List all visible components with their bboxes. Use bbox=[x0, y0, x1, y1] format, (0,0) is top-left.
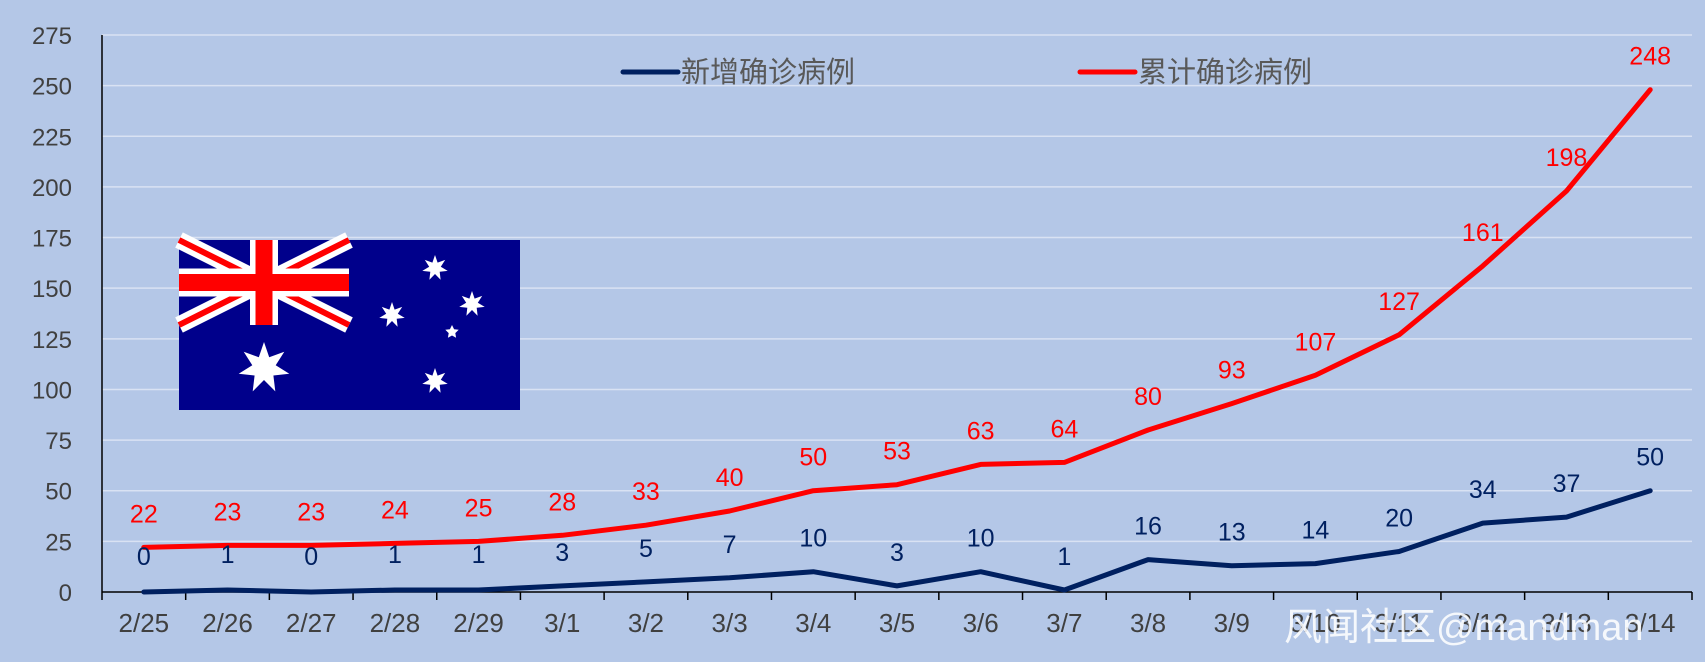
data-label-new: 0 bbox=[304, 543, 318, 571]
star-icon bbox=[379, 302, 405, 327]
data-label-new: 14 bbox=[1302, 517, 1330, 545]
data-label-cumulative: 127 bbox=[1378, 288, 1420, 316]
data-label-cumulative: 25 bbox=[465, 494, 493, 522]
data-label-cumulative: 23 bbox=[214, 498, 242, 526]
x-tick-label: 3/12 bbox=[1457, 608, 1508, 638]
data-label-cumulative: 40 bbox=[716, 464, 744, 492]
data-label-new: 1 bbox=[1057, 543, 1071, 571]
data-label-new: 20 bbox=[1385, 504, 1413, 532]
data-label-new: 3 bbox=[890, 539, 904, 567]
data-label-new: 10 bbox=[967, 525, 995, 553]
data-label-cumulative: 93 bbox=[1218, 357, 1246, 385]
data-label-cumulative: 24 bbox=[381, 496, 409, 524]
data-label-new: 7 bbox=[723, 531, 737, 559]
y-tick-label: 75 bbox=[45, 428, 72, 455]
y-tick-label: 200 bbox=[32, 175, 72, 202]
x-tick-label: 3/3 bbox=[712, 608, 748, 638]
star-icon bbox=[459, 291, 485, 316]
legend-label-2: 累计确诊病例 bbox=[1138, 56, 1312, 89]
x-tick-label: 3/5 bbox=[879, 608, 915, 638]
x-tick-label: 3/6 bbox=[963, 608, 999, 638]
y-tick-label: 0 bbox=[59, 580, 72, 607]
data-label-new: 34 bbox=[1469, 476, 1497, 504]
data-label-new: 16 bbox=[1134, 513, 1162, 541]
data-label-cumulative: 64 bbox=[1050, 415, 1078, 443]
x-tick-label: 2/27 bbox=[286, 608, 337, 638]
star-icon bbox=[445, 325, 459, 338]
y-tick-label: 175 bbox=[32, 226, 72, 253]
y-tick-label: 225 bbox=[32, 124, 72, 151]
x-axis-ticks: 2/25 2/26 2/27 2/28 2/29 3/1 3/2 3/3 3/4 3/5 3/6 3/… bbox=[119, 608, 1676, 638]
x-tick-label: 3/11 bbox=[1375, 608, 1424, 638]
data-label-new: 3 bbox=[555, 539, 569, 567]
data-label-new: 13 bbox=[1218, 519, 1246, 547]
x-tick-label: 3/2 bbox=[628, 608, 664, 638]
data-label-cumulative: 107 bbox=[1295, 328, 1337, 356]
watermark: 风闻社区@mandman bbox=[1284, 607, 1644, 649]
data-label-new: 1 bbox=[472, 541, 486, 569]
data-label-cumulative: 63 bbox=[967, 417, 995, 445]
star-icon bbox=[422, 255, 448, 280]
legend: 新增确诊病例 累计确诊病例 bbox=[620, 56, 1312, 89]
data-label-cumulative: 33 bbox=[632, 478, 660, 506]
y-tick-label: 125 bbox=[32, 327, 72, 354]
data-label-cumulative: 50 bbox=[799, 444, 827, 472]
series-lines bbox=[141, 87, 1653, 595]
y-tick-label: 25 bbox=[45, 529, 72, 556]
y-tick-label: 250 bbox=[32, 74, 72, 101]
data-label-cumulative: 248 bbox=[1629, 43, 1671, 71]
series-line-1 bbox=[141, 488, 1653, 595]
x-tick-label: 2/26 bbox=[202, 608, 253, 638]
x-tick-label: 2/28 bbox=[370, 608, 421, 638]
data-label-cumulative: 198 bbox=[1546, 144, 1588, 172]
x-tick-label: 3/13 bbox=[1541, 608, 1592, 638]
x-tick-label: 3/1 bbox=[544, 608, 580, 638]
data-label-cumulative: 23 bbox=[297, 498, 325, 526]
australia-flag bbox=[175, 232, 520, 410]
data-label-cumulative: 161 bbox=[1462, 219, 1504, 247]
data-label-new: 37 bbox=[1553, 470, 1581, 498]
x-tick-label: 3/4 bbox=[795, 608, 831, 638]
flag-stars bbox=[238, 255, 485, 393]
x-tick-label: 2/25 bbox=[119, 608, 170, 638]
data-label-cumulative: 53 bbox=[883, 438, 911, 466]
y-tick-label: 275 bbox=[32, 23, 72, 50]
data-label-cumulative: 22 bbox=[130, 500, 158, 528]
data-label-cumulative: 28 bbox=[548, 488, 576, 516]
data-label-new: 5 bbox=[639, 535, 653, 563]
star-icon bbox=[422, 368, 448, 393]
y-tick-label: 150 bbox=[32, 276, 72, 303]
y-axis-ticks: 0 25 50 75 100 125 150 175 200 225 250 275 bbox=[32, 23, 72, 607]
star-icon bbox=[238, 342, 290, 392]
union-jack bbox=[175, 232, 353, 333]
y-tick-label: 50 bbox=[45, 479, 72, 506]
data-label-new: 50 bbox=[1636, 444, 1664, 472]
data-label-new: 1 bbox=[221, 541, 235, 569]
data-label-new: 10 bbox=[799, 525, 827, 553]
data-label-new: 1 bbox=[388, 541, 402, 569]
series-line-2 bbox=[141, 87, 1653, 550]
x-tick-label: 3/10 bbox=[1290, 608, 1341, 638]
legend-label-1: 新增确诊病例 bbox=[681, 56, 855, 89]
x-tick-label: 3/8 bbox=[1130, 608, 1166, 638]
x-tick-label: 3/9 bbox=[1214, 608, 1250, 638]
data-label-cumulative: 80 bbox=[1134, 383, 1162, 411]
y-tick-label: 100 bbox=[32, 377, 72, 404]
x-tick-label: 3/14 bbox=[1625, 608, 1676, 638]
x-tick-label: 2/29 bbox=[453, 608, 504, 638]
data-label-new: 0 bbox=[137, 543, 151, 571]
x-tick-label: 3/7 bbox=[1046, 608, 1082, 638]
